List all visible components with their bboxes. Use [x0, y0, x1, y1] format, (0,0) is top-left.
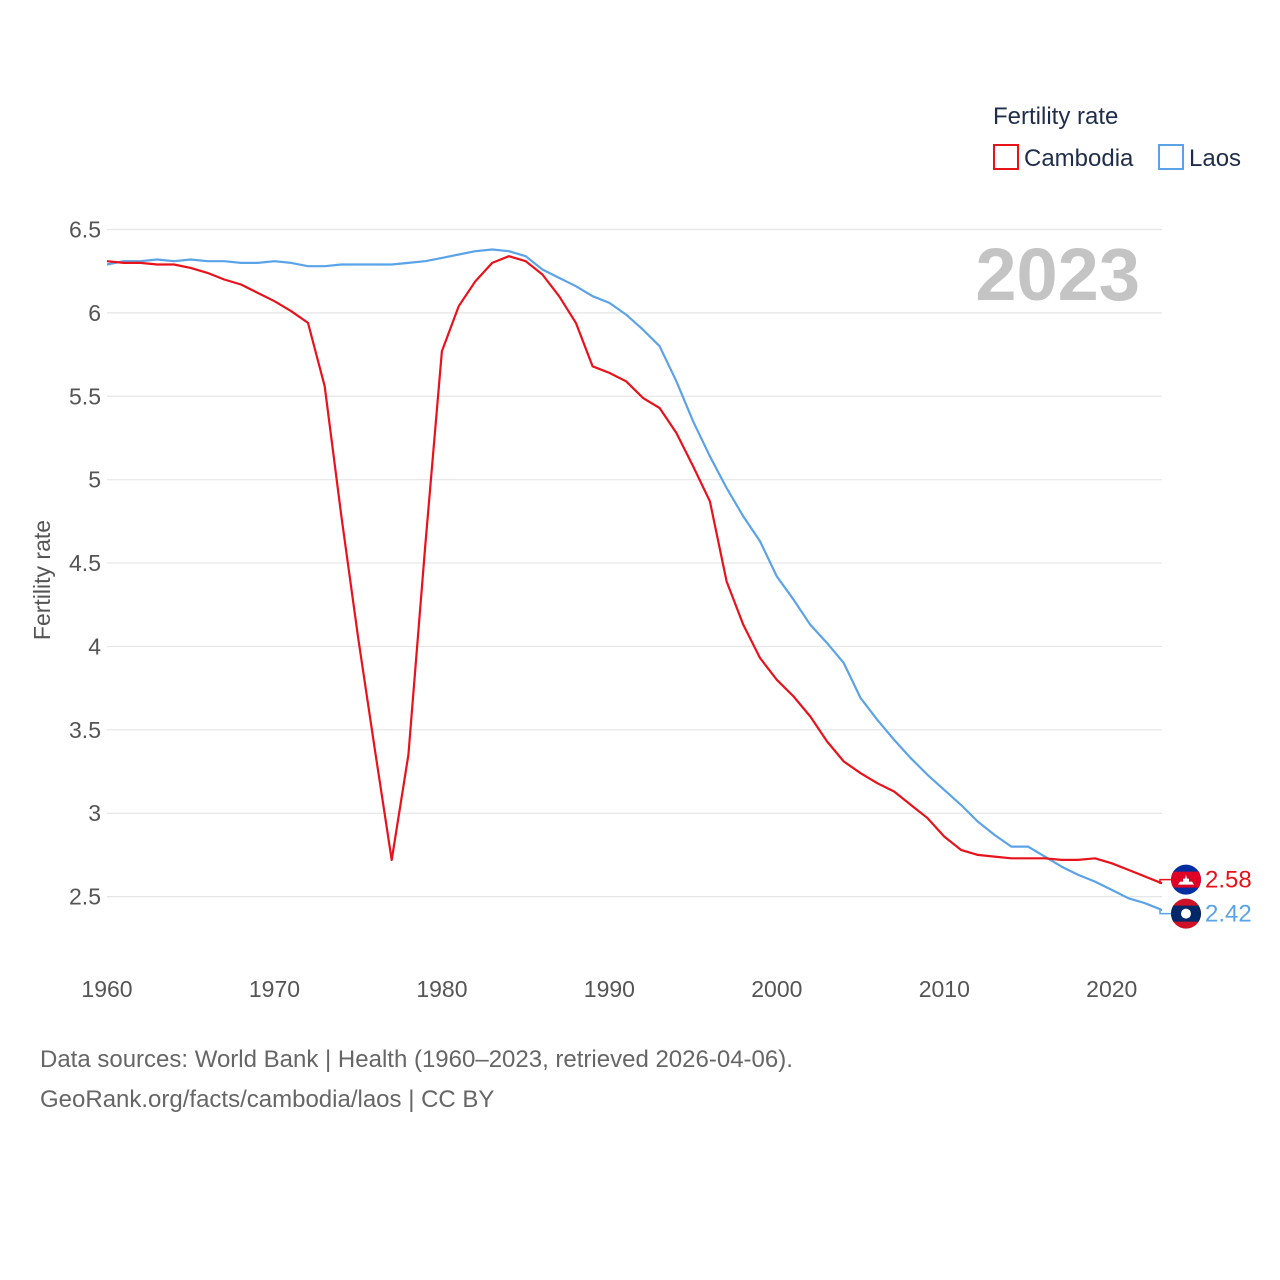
legend-label-cambodia: Cambodia — [1024, 145, 1134, 172]
sources-line: Data sources: World Bank | Health (1960–… — [40, 1046, 793, 1073]
legend-title: Fertility rate — [993, 103, 1118, 130]
legend-swatch-laos — [1158, 144, 1184, 170]
legend-item-laos[interactable]: Laos — [1158, 144, 1241, 172]
end-connector-cambodia — [1159, 878, 1171, 885]
end-connector-laos — [1159, 909, 1171, 915]
y-tick-label: 5 — [88, 467, 101, 493]
y-tick-label: 4 — [88, 633, 101, 659]
y-tick-label: 6.5 — [69, 217, 101, 243]
y-axis-ticks: 2.5 3 3.5 4 4.5 5 5.5 6 6.5 — [69, 217, 101, 910]
y-tick-label: 3.5 — [69, 717, 101, 743]
laos-flag-icon — [1171, 898, 1201, 929]
series-line-cambodia — [106, 255, 1163, 885]
year-label: 2023 — [975, 233, 1140, 316]
y-tick-label: 3 — [88, 800, 101, 826]
legend: Fertility rate Cambodia Laos — [993, 103, 1241, 172]
y-axis-title: Fertility rate — [29, 520, 55, 640]
legend-swatch-cambodia — [993, 144, 1019, 170]
y-tick-label: 5.5 — [69, 383, 101, 409]
fertility-rate-chart: 2.5 3 3.5 4 4.5 5 5.5 6 6.5 1960 1970 1980 1990 2000… — [29, 103, 1252, 1002]
data-sources: Data sources: World Bank | Health (1960–… — [40, 1040, 793, 1120]
series-line-laos — [106, 248, 1163, 912]
cambodia-flag-icon — [1171, 864, 1201, 895]
end-marker-laos: 2.42 — [1159, 898, 1252, 929]
legend-label-laos: Laos — [1189, 145, 1241, 172]
legend-item-cambodia[interactable]: Cambodia — [993, 144, 1134, 172]
x-tick-label: 1970 — [249, 976, 300, 1002]
end-label-laos: 2.42 — [1205, 901, 1252, 928]
y-tick-label: 6 — [88, 300, 101, 326]
series-lines — [106, 248, 1163, 912]
x-tick-label: 2010 — [919, 976, 970, 1002]
attribution-link[interactable]: GeoRank.org/facts/cambodia/laos | CC BY — [40, 1086, 495, 1113]
y-tick-label: 4.5 — [69, 550, 101, 576]
x-tick-label: 1980 — [416, 976, 467, 1002]
end-marker-cambodia: 2.58 — [1159, 864, 1252, 895]
end-label-cambodia: 2.58 — [1205, 867, 1252, 894]
x-tick-label: 2020 — [1086, 976, 1137, 1002]
grid — [107, 228, 1162, 898]
x-tick-label: 2000 — [751, 976, 802, 1002]
x-axis-ticks: 1960 1970 1980 1990 2000 2010 2020 — [81, 976, 1137, 1002]
y-tick-label: 2.5 — [69, 884, 101, 910]
x-tick-label: 1990 — [584, 976, 635, 1002]
x-tick-label: 1960 — [81, 976, 132, 1002]
